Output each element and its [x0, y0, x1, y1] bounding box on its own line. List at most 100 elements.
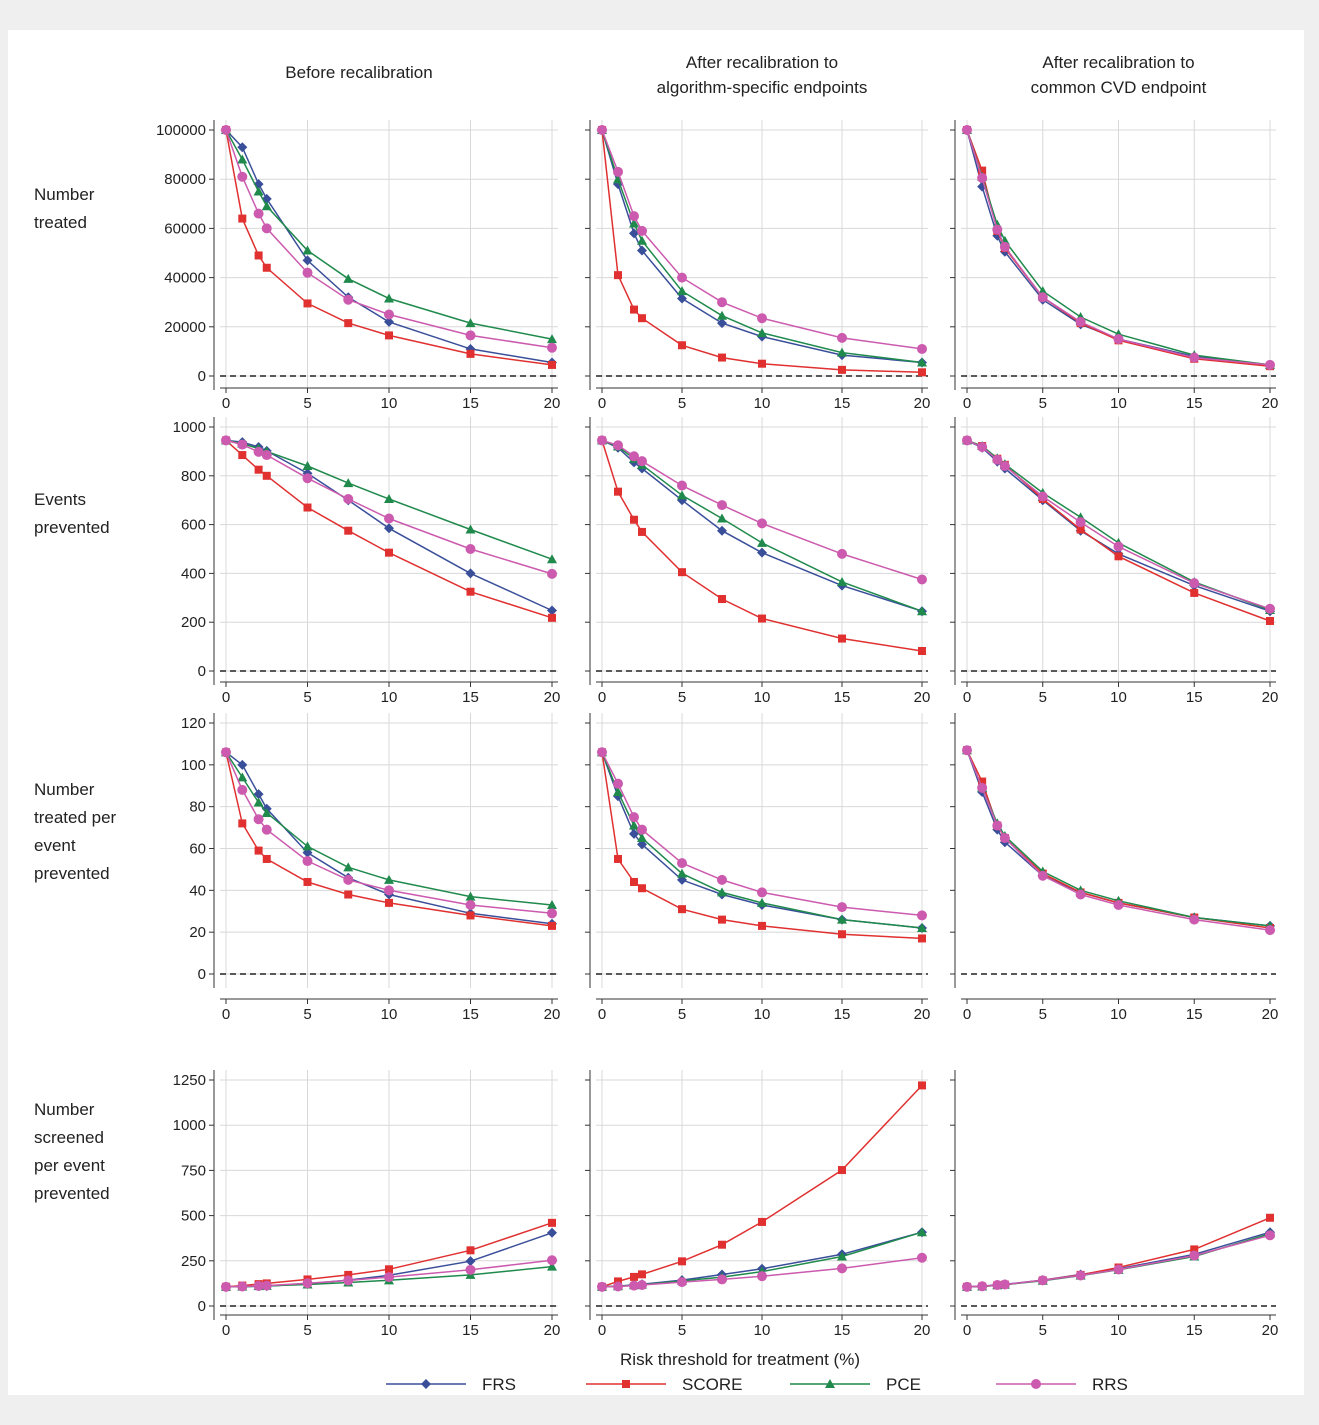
- series-line-score: [966, 1217, 1271, 1288]
- point-rrs: [677, 1277, 687, 1288]
- point-rrs: [1075, 316, 1086, 327]
- point-rrs: [1113, 899, 1124, 910]
- point-score: [630, 877, 638, 886]
- point-rrs: [977, 172, 988, 183]
- point-rrs: [261, 223, 272, 234]
- x-tick-label: 0: [598, 1006, 606, 1023]
- row-label: screened: [34, 1128, 104, 1147]
- point-rrs: [613, 778, 623, 789]
- point-rrs: [261, 450, 272, 461]
- point-frs: [547, 605, 557, 616]
- point-rrs: [343, 294, 354, 305]
- point-pce: [917, 606, 927, 616]
- point-rrs: [465, 1264, 476, 1275]
- point-pce: [547, 334, 557, 344]
- legend-label-rrs: RRS: [1092, 1375, 1128, 1394]
- point-score: [838, 634, 846, 643]
- y-tick-label: 1000: [173, 419, 206, 436]
- point-frs: [717, 525, 727, 536]
- point-score: [385, 331, 393, 340]
- point-rrs: [1189, 578, 1200, 589]
- x-tick-label: 0: [222, 395, 230, 412]
- point-score: [262, 263, 271, 272]
- point-score: [303, 877, 312, 886]
- point-score: [1190, 588, 1199, 597]
- point-rrs: [253, 814, 264, 825]
- point-rrs: [253, 208, 264, 219]
- point-pce: [343, 478, 354, 488]
- legend-marker-pce: [825, 1379, 835, 1388]
- point-rrs: [837, 548, 847, 559]
- legend-marker-score: [622, 1380, 630, 1388]
- point-rrs: [237, 171, 248, 182]
- y-tick-label: 1250: [173, 1072, 206, 1089]
- point-rrs: [302, 1278, 313, 1289]
- point-rrs: [1075, 517, 1086, 528]
- point-pce: [677, 286, 687, 296]
- point-frs: [237, 142, 248, 153]
- point-pce: [637, 235, 647, 245]
- point-score: [918, 934, 926, 943]
- x-tick-label: 10: [754, 395, 771, 412]
- point-rrs: [962, 125, 972, 135]
- point-rrs: [677, 272, 687, 283]
- point-rrs: [992, 454, 1003, 465]
- y-tick-label: 0: [198, 1298, 206, 1315]
- point-rrs: [837, 332, 847, 343]
- x-tick-label: 5: [303, 1006, 311, 1023]
- x-tick-label: 10: [1110, 689, 1127, 706]
- y-tick-label: 250: [181, 1253, 206, 1270]
- row-label: Number: [34, 780, 95, 799]
- point-rrs: [384, 885, 394, 896]
- x-tick-label: 10: [381, 689, 398, 706]
- point-pce: [837, 1251, 847, 1261]
- point-rrs: [1265, 359, 1275, 370]
- x-tick-label: 20: [544, 395, 561, 412]
- column-title: common CVD endpoint: [1031, 78, 1207, 97]
- x-tick-label: 15: [1186, 395, 1203, 412]
- point-rrs: [384, 1272, 394, 1283]
- point-score: [303, 299, 312, 308]
- point-rrs: [597, 1281, 607, 1292]
- point-rrs: [977, 442, 988, 453]
- point-pce: [717, 513, 727, 523]
- point-score: [238, 819, 247, 828]
- x-tick-label: 20: [1262, 689, 1279, 706]
- point-rrs: [992, 1280, 1003, 1291]
- point-pce: [613, 787, 623, 797]
- series-line-frs: [966, 1231, 1271, 1288]
- series-line-pce: [966, 1232, 1271, 1288]
- point-frs: [465, 1256, 476, 1267]
- point-pce: [717, 310, 727, 320]
- row-label: Number: [34, 185, 95, 204]
- point-score: [303, 503, 312, 512]
- y-tick-label: 40: [189, 882, 206, 899]
- point-rrs: [261, 1280, 272, 1291]
- y-tick-label: 60: [189, 841, 206, 858]
- point-rrs: [977, 1281, 988, 1292]
- point-rrs: [343, 1275, 354, 1286]
- point-rrs: [992, 820, 1003, 831]
- point-rrs: [1189, 352, 1200, 363]
- point-score: [1266, 1213, 1274, 1222]
- point-score: [548, 921, 556, 930]
- panel-r2c1: 0 5 10 15 20: [585, 713, 930, 1023]
- point-rrs: [629, 812, 639, 823]
- point-rrs: [917, 910, 927, 921]
- row-label: Events: [34, 490, 86, 509]
- figure-panel: Before recalibration After recalibration …: [8, 30, 1304, 1395]
- legend-label-pce: PCE: [886, 1375, 921, 1394]
- point-rrs: [384, 513, 394, 524]
- x-tick-label: 0: [963, 395, 971, 412]
- point-rrs: [302, 856, 313, 867]
- point-score: [548, 1218, 556, 1227]
- point-pce: [677, 490, 687, 500]
- point-score: [918, 368, 926, 377]
- point-pce: [757, 537, 767, 547]
- x-tick-label: 15: [834, 689, 851, 706]
- point-rrs: [547, 1255, 557, 1266]
- x-tick-label: 0: [598, 1322, 606, 1339]
- point-score: [978, 777, 987, 786]
- point-score: [548, 360, 556, 369]
- x-tick-label: 5: [303, 1322, 311, 1339]
